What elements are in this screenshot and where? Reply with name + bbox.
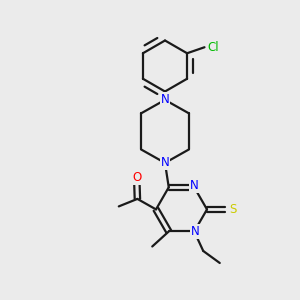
Text: Cl: Cl [208,41,219,54]
Text: N: N [191,225,200,238]
Text: N: N [160,156,169,170]
Text: S: S [230,203,237,216]
Text: O: O [132,171,141,184]
Text: N: N [190,179,199,192]
Text: N: N [160,93,169,106]
